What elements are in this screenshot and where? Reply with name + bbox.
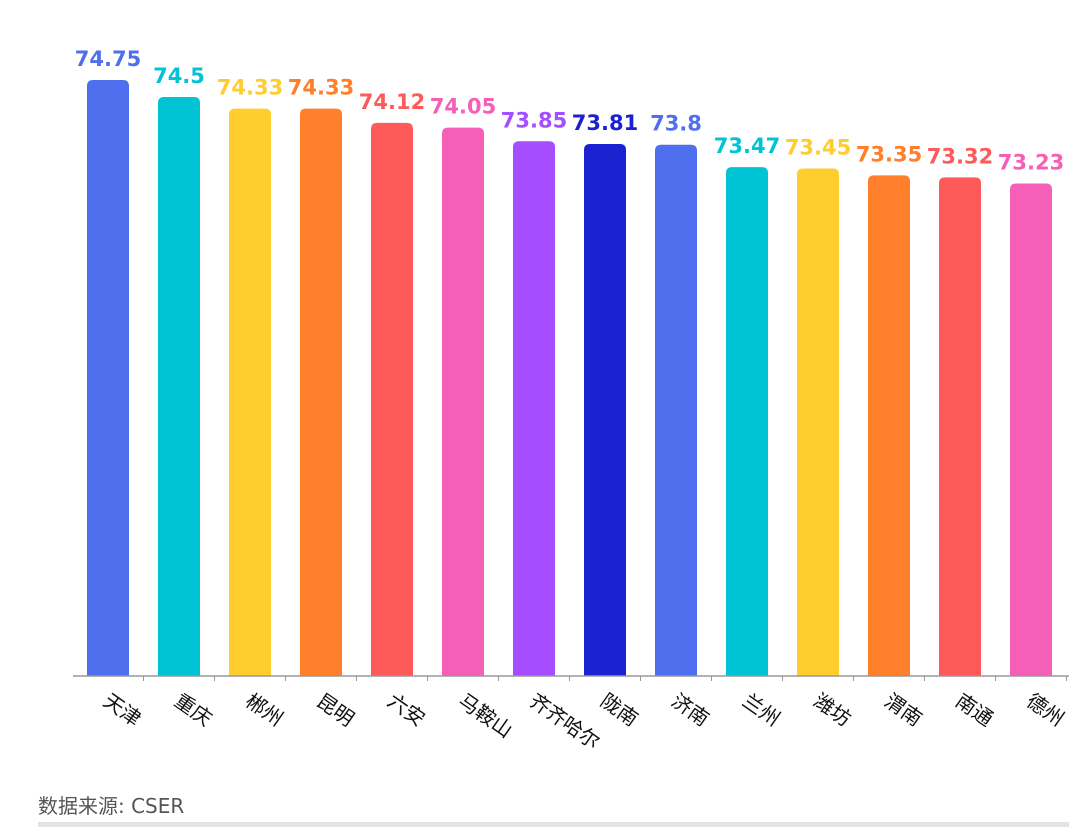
bar-7 xyxy=(584,144,626,676)
bar-9 xyxy=(726,167,768,676)
value-label: 73.23 xyxy=(998,151,1064,175)
value-label: 73.32 xyxy=(927,144,993,168)
category-label: 郴州 xyxy=(241,688,288,731)
data-source: 数据来源: CSER xyxy=(38,794,185,818)
value-label: 74.12 xyxy=(359,90,425,114)
value-label: 73.45 xyxy=(785,136,851,160)
bar-11 xyxy=(868,175,910,677)
category-label: 昆明 xyxy=(312,688,359,731)
value-label: 73.81 xyxy=(572,111,638,135)
category-label: 德州 xyxy=(1022,688,1069,731)
value-label: 73.47 xyxy=(714,134,780,158)
category-label: 南通 xyxy=(951,688,998,731)
bar-13 xyxy=(1010,183,1052,677)
category-label: 济南 xyxy=(667,688,714,731)
bar-8 xyxy=(655,144,697,677)
category-label: 陇南 xyxy=(596,688,643,731)
category-label: 渭南 xyxy=(880,688,927,731)
bar-10 xyxy=(797,168,839,676)
category-label: 天津 xyxy=(99,688,146,731)
value-label: 74.05 xyxy=(430,95,496,119)
bar-5 xyxy=(442,127,484,677)
bar-12 xyxy=(939,177,981,676)
value-label: 74.33 xyxy=(288,76,354,100)
category-label: 重庆 xyxy=(170,688,217,731)
bar-4 xyxy=(371,122,413,677)
divider xyxy=(38,822,1069,827)
bar-1 xyxy=(158,97,200,677)
value-label: 74.33 xyxy=(217,76,283,100)
bar-0 xyxy=(87,80,129,676)
value-label: 74.75 xyxy=(75,47,141,71)
value-label: 73.8 xyxy=(650,112,702,136)
category-label: 兰州 xyxy=(738,688,785,731)
bar-2 xyxy=(229,108,271,676)
category-label: 潍坊 xyxy=(809,688,856,731)
value-label: 73.35 xyxy=(856,142,922,166)
category-label: 齐齐哈尔 xyxy=(525,688,604,754)
bar-6 xyxy=(513,141,555,676)
value-label: 73.85 xyxy=(501,108,567,132)
bar-3 xyxy=(300,108,342,676)
category-label: 马鞍山 xyxy=(454,688,517,742)
category-label: 六安 xyxy=(383,688,430,731)
value-label: 74.5 xyxy=(153,64,205,88)
